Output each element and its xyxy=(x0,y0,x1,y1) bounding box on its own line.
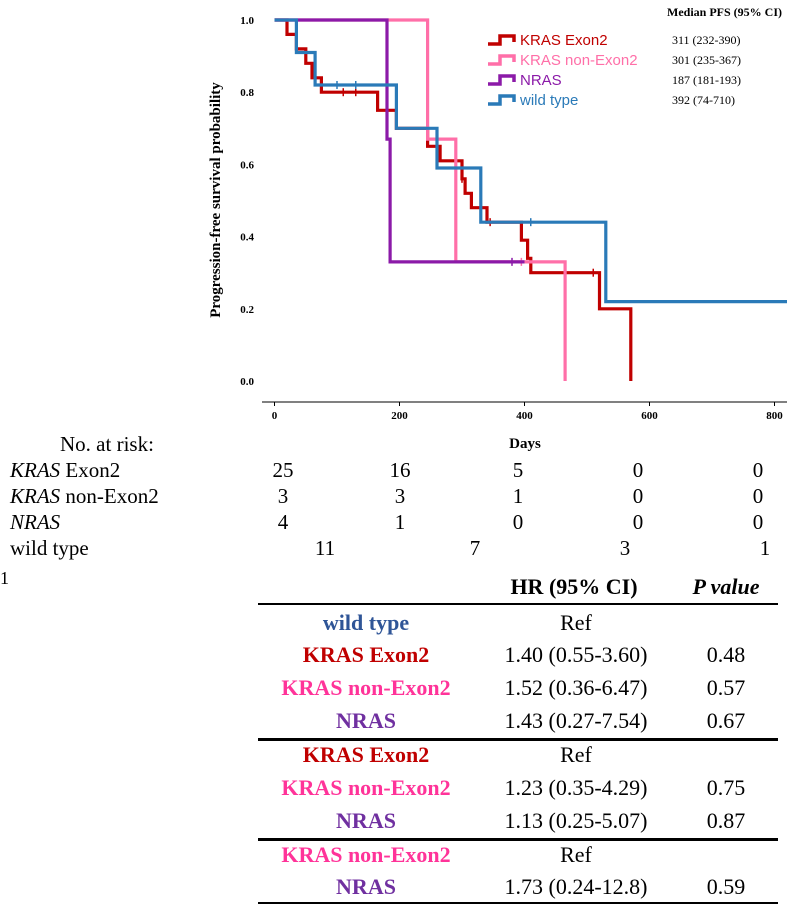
hr-value: Ref xyxy=(560,842,592,868)
y-tick-label: 0.0 xyxy=(240,376,254,388)
y-axis-label: Progression-free survival probability xyxy=(208,82,224,318)
x-tick-label: 600 xyxy=(641,410,658,422)
x-tick-label: 200 xyxy=(391,410,408,422)
km-curve-2 xyxy=(275,20,525,262)
p-value: 0.75 xyxy=(707,775,746,801)
group-divider xyxy=(258,738,778,741)
risk-count: 3 xyxy=(278,484,289,509)
p-value: 0.48 xyxy=(707,642,746,668)
median-pfs-value: 392 (74-710) xyxy=(672,93,735,107)
risk-count: 25 xyxy=(273,458,294,483)
risk-row-label: KRAS non-Exon2 xyxy=(10,484,159,509)
km-plot: 0 200 400 600 800 0.0 0.2 0.4 0.6 0.8 1.0 Median P… xyxy=(0,0,787,460)
risk-count: 3 xyxy=(620,536,631,561)
legend-label: wild type xyxy=(519,92,578,109)
hr-row: KRAS non-Exon2 Ref xyxy=(258,842,778,874)
legend-swatch xyxy=(488,76,514,84)
risk-count: 3 xyxy=(395,484,406,509)
hr-row: KRAS non-Exon2 1.23 (0.35-4.29) 0.75 xyxy=(258,775,778,807)
legend-label: NRAS xyxy=(520,72,562,89)
risk-count: 7 xyxy=(470,536,481,561)
risk-row-label: NRAS xyxy=(10,510,60,535)
risk-count: 0 xyxy=(633,484,644,509)
hr-value: 1.73 (0.24-12.8) xyxy=(505,874,648,900)
x-tick-label: 400 xyxy=(516,410,533,422)
hr-row-label: KRAS non-Exon2 xyxy=(281,842,450,868)
legend-label: KRAS Exon2 xyxy=(520,32,608,49)
hr-row: KRAS non-Exon2 1.52 (0.36-6.47) 0.57 xyxy=(258,675,778,707)
hr-row-label: KRAS Exon2 xyxy=(303,642,430,668)
risk-count: 1 xyxy=(760,536,771,561)
x-axis-label: Days xyxy=(509,436,541,452)
risk-count: 0 xyxy=(513,510,524,535)
hr-value: 1.40 (0.55-3.60) xyxy=(505,642,648,668)
p-value-header: P value xyxy=(693,574,760,600)
risk-row-label-text: Exon2 xyxy=(60,458,120,482)
y-tick-label: 0.2 xyxy=(240,304,254,316)
risk-count: 16 xyxy=(390,458,411,483)
km-curve-0 xyxy=(275,20,631,381)
hr-row-label: wild type xyxy=(323,610,409,636)
risk-row-label: wild type xyxy=(10,536,89,561)
median-pfs-value: 311 (232-390) xyxy=(672,33,741,47)
group-divider xyxy=(258,838,778,841)
y-tick-label: 0.6 xyxy=(240,159,254,171)
hr-value: 1.13 (0.25-5.07) xyxy=(505,808,648,834)
legend-label: KRAS non-Exon2 xyxy=(520,52,638,69)
risk-row-label-gene: KRAS xyxy=(10,484,60,508)
hr-row: wild type Ref xyxy=(258,610,778,642)
risk-count: 0 xyxy=(753,484,764,509)
risk-row-label-text: wild type xyxy=(10,536,89,560)
hr-row: KRAS Exon2 1.40 (0.55-3.60) 0.48 xyxy=(258,642,778,674)
legend: Median PFS (95% CI) KRAS Exon2 311 (232-39… xyxy=(488,5,782,109)
legend-swatch xyxy=(488,36,514,44)
risk-count: 0 xyxy=(753,458,764,483)
risk-count: 11 xyxy=(315,536,335,561)
risk-row-label: KRAS Exon2 xyxy=(10,458,120,483)
risk-row-label-gene: NRAS xyxy=(10,510,60,534)
median-pfs-value: 187 (181-193) xyxy=(672,73,741,87)
hr-row: NRAS 1.43 (0.27-7.54) 0.67 xyxy=(258,708,778,740)
hr-row-label: NRAS xyxy=(336,708,396,734)
risk-count: 1 xyxy=(513,484,524,509)
risk-count: 0 xyxy=(633,458,644,483)
risk-count: 1 xyxy=(395,510,406,535)
p-value: 0.57 xyxy=(707,675,746,701)
hr-row-label: KRAS non-Exon2 xyxy=(281,775,450,801)
stray-footnote: 1 xyxy=(0,568,9,589)
hr-header: HR (95% CI) xyxy=(510,574,637,600)
risk-count: 0 xyxy=(753,510,764,535)
hr-value: 1.43 (0.27-7.54) xyxy=(505,708,648,734)
table-top-rule xyxy=(258,603,778,605)
hr-row: KRAS Exon2 Ref xyxy=(258,742,778,774)
risk-count: 5 xyxy=(513,458,524,483)
hr-value: Ref xyxy=(560,610,592,636)
risk-row-label-gene: KRAS xyxy=(10,458,60,482)
hr-row-label: NRAS xyxy=(336,874,396,900)
hr-row-label: KRAS Exon2 xyxy=(303,742,430,768)
x-tick-label: 800 xyxy=(766,410,783,422)
y-tick-label: 0.4 xyxy=(240,232,254,244)
risk-row-label-text: non-Exon2 xyxy=(60,484,159,508)
risk-count: 4 xyxy=(278,510,289,535)
y-tick-label: 1.0 xyxy=(240,15,254,27)
p-value: 0.87 xyxy=(707,808,746,834)
risk-table-title: No. at risk: xyxy=(60,432,154,457)
hr-value: 1.23 (0.35-4.29) xyxy=(505,775,648,801)
hr-row-label: KRAS non-Exon2 xyxy=(281,675,450,701)
hr-row: NRAS 1.13 (0.25-5.07) 0.87 xyxy=(258,808,778,840)
legend-swatch xyxy=(488,56,514,64)
hr-value: 1.52 (0.36-6.47) xyxy=(505,675,648,701)
x-tick-label: 0 xyxy=(272,410,278,422)
hr-value: Ref xyxy=(560,742,592,768)
risk-count: 0 xyxy=(633,510,644,535)
median-pfs-value: 301 (235-367) xyxy=(672,53,741,67)
median-pfs-header: Median PFS (95% CI) xyxy=(667,5,782,19)
hr-row-label: NRAS xyxy=(336,808,396,834)
legend-swatch xyxy=(488,96,514,104)
p-value: 0.59 xyxy=(707,874,746,900)
p-value: 0.67 xyxy=(707,708,746,734)
y-tick-label: 0.8 xyxy=(240,87,254,99)
